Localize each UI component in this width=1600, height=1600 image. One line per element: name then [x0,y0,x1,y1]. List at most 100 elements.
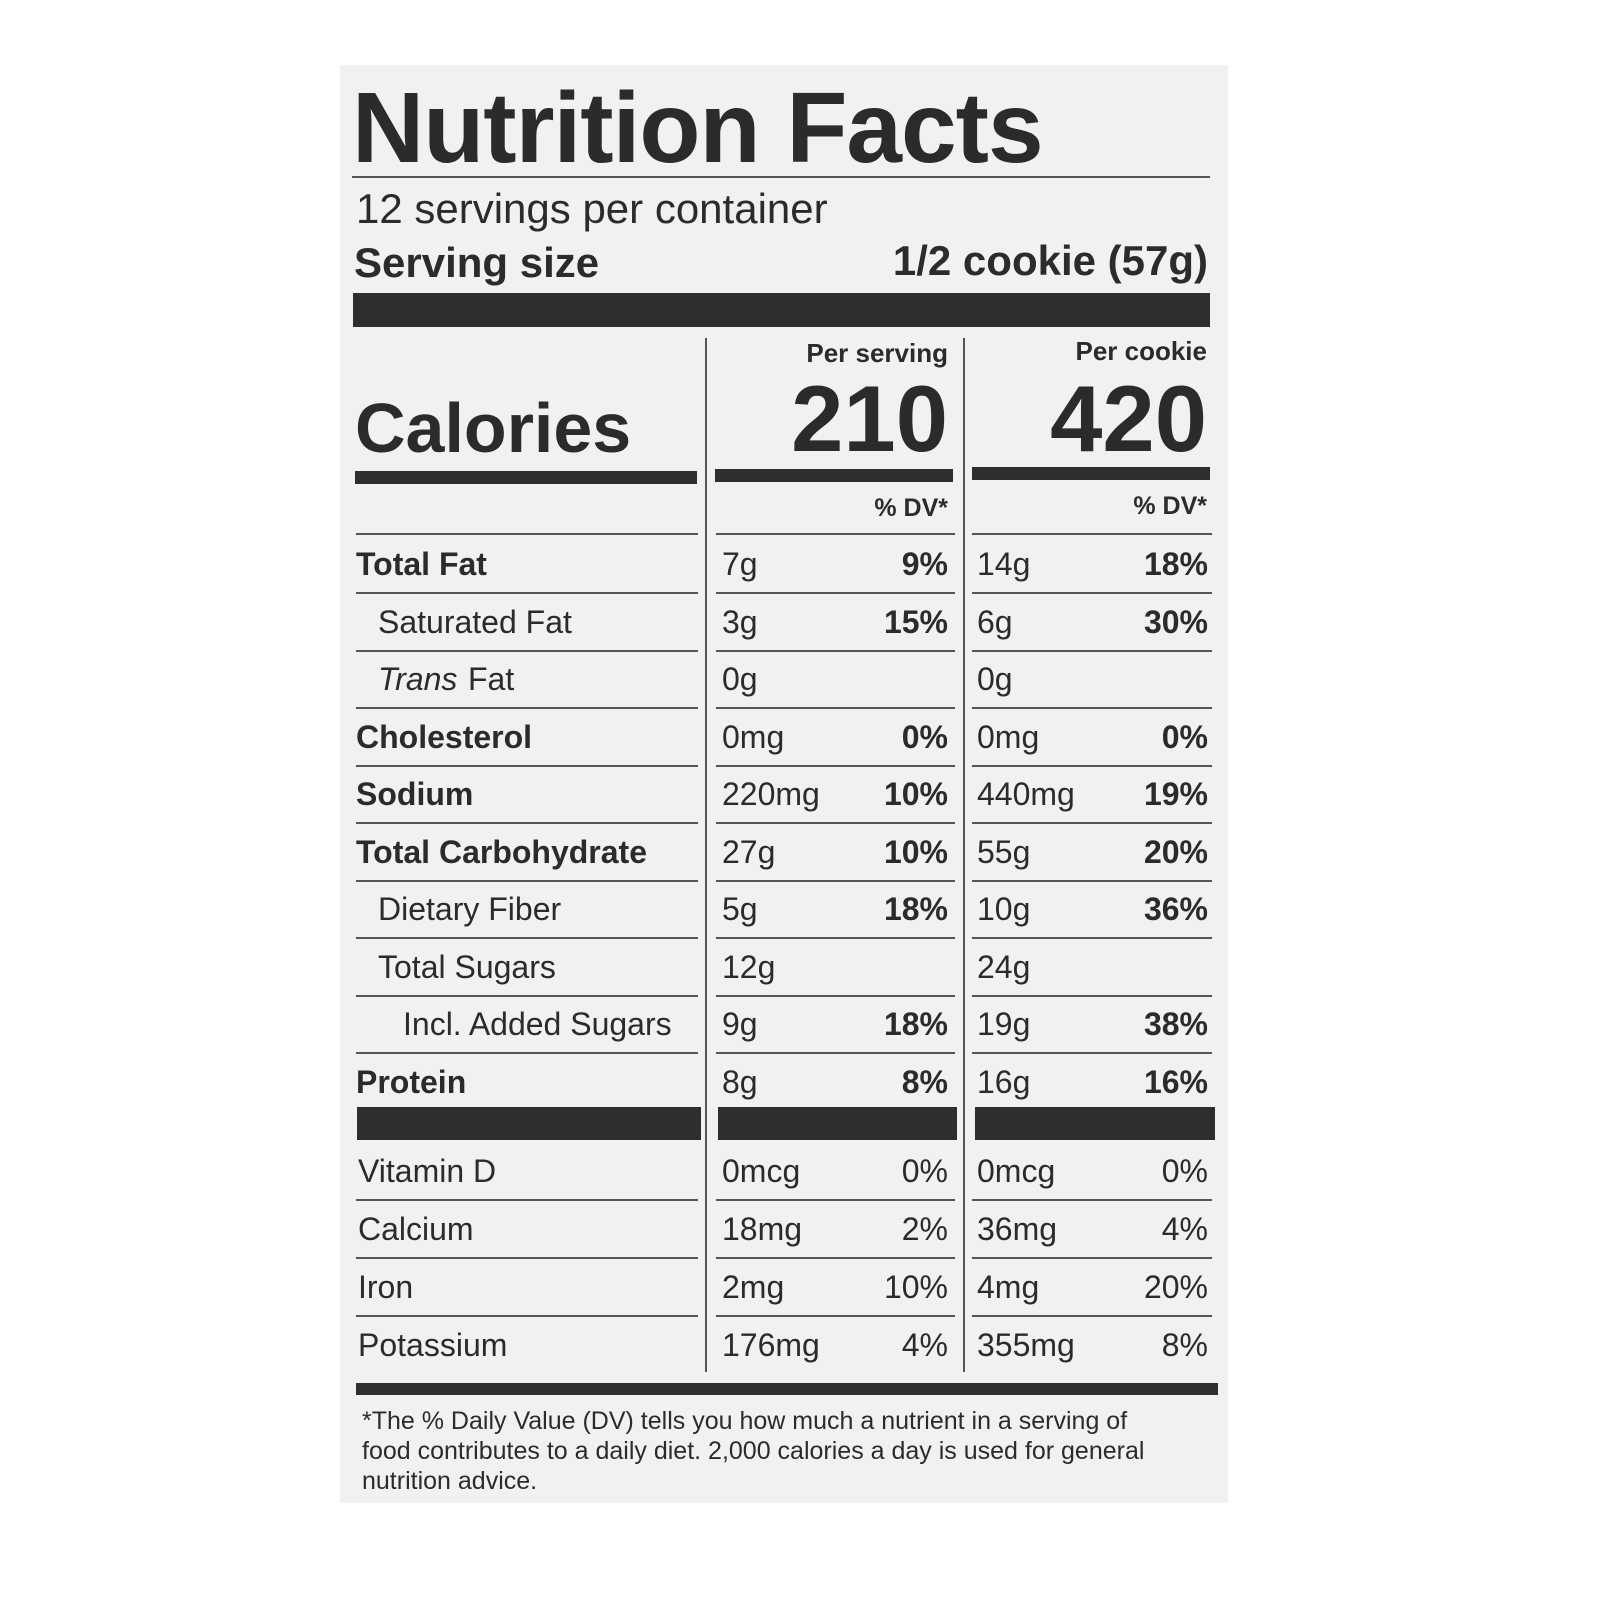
row-line [356,995,698,997]
row-line [972,995,1212,997]
amount: 10g [977,891,1031,927]
daily-value: 0% [901,718,948,755]
nutrient-label: Sodium [356,776,474,812]
row-line [716,1315,955,1317]
row-line [972,1199,1212,1201]
bar [718,1107,957,1140]
daily-value: 30% [1143,603,1208,640]
nutrient-label: Protein [356,1063,467,1100]
bar [715,469,953,482]
row-line [972,765,1212,767]
daily-value: 8% [1161,1327,1208,1363]
calories-value: 210 [791,366,948,471]
daily-value: 9% [901,546,948,582]
row-line [716,1257,955,1259]
daily-value: 4% [1161,1211,1208,1247]
nutrient-label: Total Carbohydrate [356,833,647,870]
servings: 12 servings per container [356,185,828,232]
amount: 7g [722,546,758,582]
amount: 8g [722,1063,758,1100]
row-line [356,1257,698,1259]
row-line [356,765,698,767]
amount: 0mcg [722,1153,801,1189]
daily-value: 4% [901,1327,948,1363]
amount: 55g [977,833,1031,870]
nutrient-label: Saturated Fat [378,603,572,640]
row-line [716,592,955,594]
col-divider [963,338,965,1372]
row-line [356,707,698,709]
row-line [972,533,1212,535]
row-line [716,880,955,882]
daily-value: 15% [883,603,948,640]
row-line [972,937,1212,939]
row-line [972,592,1212,594]
amount: 27g [722,833,776,870]
amount: 9g [722,1006,758,1042]
row-line [716,765,955,767]
row-line [356,1199,698,1201]
row-line [716,1199,955,1201]
bar [975,1107,1215,1140]
row-line [972,1315,1212,1317]
row-line [356,822,698,824]
daily-value: 0% [901,1153,948,1189]
serving-size-label: Serving size [354,239,600,286]
amount: 5g [722,891,758,927]
daily-value: 8% [901,1063,948,1100]
daily-value: 0% [1161,718,1208,755]
daily-value: 2% [901,1211,948,1247]
bar [355,471,697,484]
amount: 3g [722,603,758,640]
bar [972,467,1210,480]
amount: 176mg [722,1327,820,1363]
amount: 14g [977,546,1031,582]
row-line [972,650,1212,652]
daily-value: 0% [1161,1153,1208,1189]
column-header: Per serving [806,338,948,368]
nutrient-label: Cholesterol [356,718,533,755]
nutrient-label: Incl. Added Sugars [403,1006,672,1042]
daily-value: 18% [883,891,948,927]
row-line [716,937,955,939]
row-line [716,707,955,709]
row-line [972,707,1212,709]
daily-value: 10% [883,1269,948,1305]
col-divider [705,338,707,1372]
amount: 0mcg [977,1153,1056,1189]
amount: 16g [977,1063,1031,1100]
bar [356,1383,1218,1395]
amount: 355mg [977,1327,1075,1363]
amount: 19g [977,1006,1031,1042]
amount: 2mg [722,1269,785,1305]
nutrient-label: Calcium [358,1211,474,1247]
row-line [716,650,955,652]
thick-bar [353,293,1210,327]
row-line [972,880,1212,882]
row-line [972,1052,1212,1054]
title: Nutrition Facts [352,72,1044,184]
row-line [356,533,698,535]
row-line [356,880,698,882]
row-line [716,1052,955,1054]
nutrient-label: Iron [358,1269,414,1305]
nutrient-label: Total Fat [356,546,487,582]
amount: 0g [977,661,1013,697]
footnote: *The % Daily Value (DV) tells you how mu… [362,1407,1145,1495]
daily-value: 18% [1143,546,1208,582]
row-line [356,937,698,939]
dv-header: % DV* [1133,492,1207,520]
row-line [716,533,955,535]
daily-value: 36% [1143,891,1208,927]
amount: 6g [977,603,1013,640]
amount: 18mg [722,1211,803,1247]
daily-value: 10% [883,776,948,812]
amount: 0g [722,661,758,697]
daily-value: 20% [1143,1269,1208,1305]
row-line [716,822,955,824]
daily-value: 19% [1143,776,1208,812]
amount: 12g [722,948,776,985]
daily-value: 18% [883,1006,948,1042]
calories-value: 420 [1050,366,1207,471]
nutrient-label: Potassium [358,1327,508,1363]
